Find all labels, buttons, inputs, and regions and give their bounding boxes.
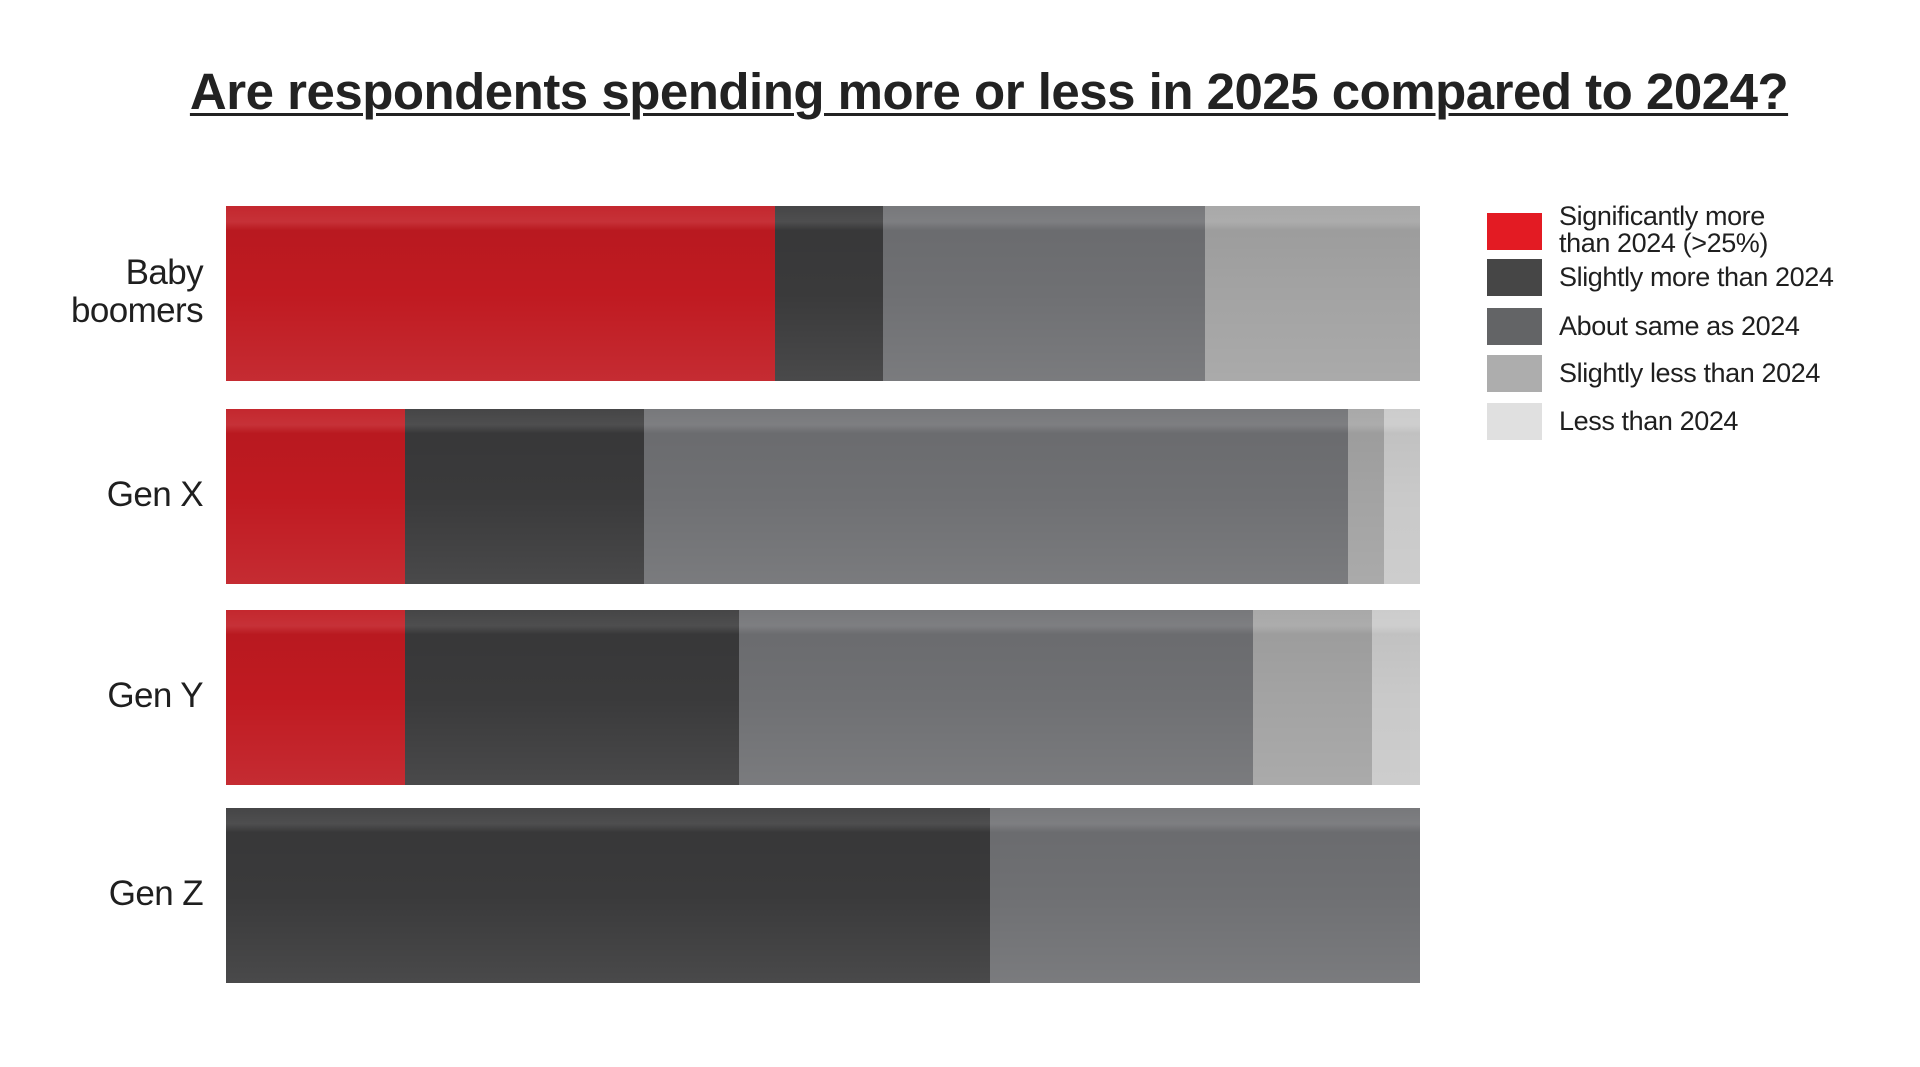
legend-label: Significantly more than 2024 (>25%)	[1559, 201, 1769, 258]
bar-segment	[1348, 409, 1385, 584]
bar-segment	[775, 206, 884, 381]
bar-segment	[226, 409, 406, 584]
bar-segment	[990, 808, 1420, 983]
bar-segment	[1372, 610, 1420, 785]
legend-label: Slightly less than 2024	[1559, 358, 1820, 388]
bar-segment	[226, 610, 406, 785]
bar-row	[226, 808, 1420, 983]
legend-item: Slightly more than 2024	[1487, 259, 1834, 296]
legend-label: About same as 2024	[1559, 311, 1800, 341]
legend-swatch	[1487, 403, 1542, 440]
bar-segment	[1384, 409, 1420, 584]
legend-item: Slightly less than 2024	[1487, 355, 1820, 392]
bar-segment	[226, 206, 776, 381]
legend-item: About same as 2024	[1487, 308, 1800, 345]
legend-item: Significantly more than 2024 (>25%)	[1487, 201, 1769, 258]
bar-segment	[739, 610, 1254, 785]
legend-swatch	[1487, 355, 1542, 392]
bar-row	[226, 409, 1420, 584]
chart-title: Are respondents spending more or less in…	[189, 63, 1789, 120]
legend-swatch	[1487, 259, 1542, 296]
category-label: Gen Z	[108, 873, 204, 913]
bar-segment	[1252, 610, 1373, 785]
legend-label: Slightly more than 2024	[1559, 262, 1834, 292]
bar-segment	[405, 610, 740, 785]
bar-segment	[643, 409, 1349, 584]
category-label: Gen Y	[107, 675, 203, 715]
bar-segment	[882, 206, 1206, 381]
bar-segment	[1205, 206, 1420, 381]
bar-row	[226, 610, 1420, 785]
legend-label: Less than 2024	[1559, 406, 1739, 436]
legend-swatch	[1487, 308, 1542, 345]
bar-segment	[405, 409, 644, 584]
category-label: Gen X	[106, 474, 204, 514]
bar-row	[226, 206, 1420, 381]
category-label: Baby boomers	[71, 252, 204, 330]
legend-swatch	[1487, 212, 1542, 250]
bar-segment	[226, 808, 991, 983]
legend-item: Less than 2024	[1487, 403, 1738, 440]
